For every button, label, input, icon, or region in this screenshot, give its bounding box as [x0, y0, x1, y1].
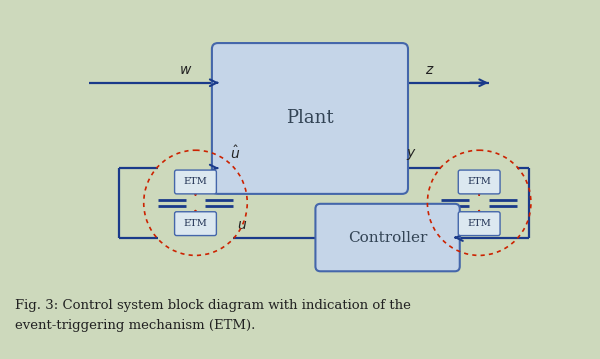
FancyBboxPatch shape: [458, 170, 500, 194]
FancyBboxPatch shape: [175, 170, 217, 194]
Text: $u$: $u$: [237, 218, 247, 232]
Text: $y$: $y$: [406, 147, 417, 162]
Text: $w$: $w$: [179, 63, 192, 77]
FancyBboxPatch shape: [212, 43, 408, 194]
Text: Controller: Controller: [348, 230, 427, 244]
Text: ETM: ETM: [184, 219, 208, 228]
Text: event-triggering mechanism (ETM).: event-triggering mechanism (ETM).: [16, 319, 256, 332]
Text: ETM: ETM: [467, 177, 491, 186]
Text: ETM: ETM: [467, 219, 491, 228]
Text: $z$: $z$: [425, 63, 434, 77]
FancyBboxPatch shape: [316, 204, 460, 271]
Text: Fig. 3: Control system block diagram with indication of the: Fig. 3: Control system block diagram wit…: [16, 299, 411, 312]
Text: Plant: Plant: [286, 109, 334, 127]
Text: $\hat{y}$: $\hat{y}$: [464, 211, 475, 232]
FancyBboxPatch shape: [458, 212, 500, 236]
Text: ETM: ETM: [184, 177, 208, 186]
Text: $\hat{u}$: $\hat{u}$: [230, 145, 241, 162]
FancyBboxPatch shape: [175, 212, 217, 236]
